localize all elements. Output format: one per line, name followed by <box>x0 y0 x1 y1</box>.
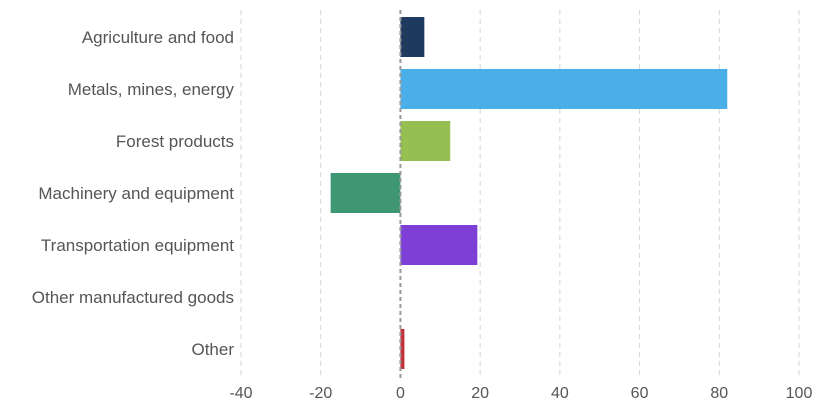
bar <box>400 17 425 57</box>
category-label: Agriculture and food <box>82 28 234 47</box>
x-tick-label: -40 <box>229 385 252 402</box>
bar <box>400 69 728 109</box>
category-label: Other manufactured goods <box>32 288 234 307</box>
x-tick-label: -20 <box>309 385 332 402</box>
x-tick-label: 80 <box>710 385 728 402</box>
bar <box>400 329 405 369</box>
category-label: Other <box>191 340 234 359</box>
category-label: Machinery and equipment <box>38 184 234 203</box>
bars <box>330 17 728 369</box>
category-label: Metals, mines, energy <box>68 80 235 99</box>
bar <box>400 121 451 161</box>
bar <box>330 173 401 213</box>
category-label: Forest products <box>116 132 234 151</box>
bar <box>400 225 478 265</box>
x-axis-tick-labels: -40 -20 0 20 40 60 80 100 <box>229 385 812 402</box>
category-label: Transportation equipment <box>41 236 234 255</box>
x-tick-label: 0 <box>396 385 405 402</box>
category-labels: Agriculture and food Metals, mines, energ… <box>32 28 235 359</box>
x-tick-label: 40 <box>551 385 569 402</box>
x-tick-label: 60 <box>631 385 649 402</box>
x-tick-label: 100 <box>786 385 813 402</box>
x-tick-label: 20 <box>471 385 489 402</box>
gridlines <box>240 10 800 378</box>
